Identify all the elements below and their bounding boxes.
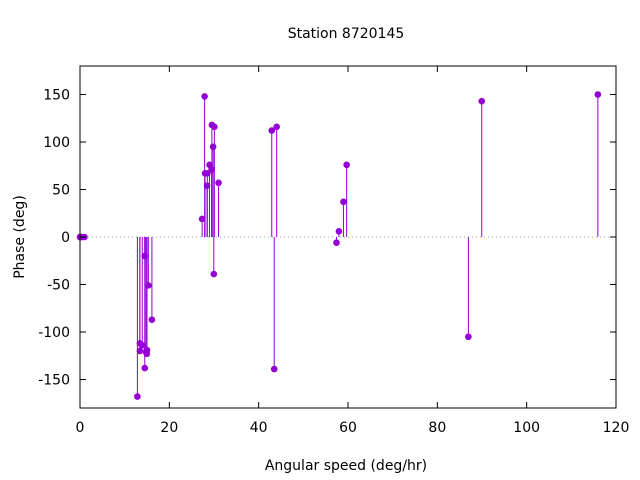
y-tick-label: 150: [43, 88, 70, 104]
x-tick-label: 120: [603, 420, 630, 436]
y-axis-ticks: -150 -100 -50 0 50 100 150: [38, 88, 616, 389]
data-point: [201, 93, 208, 100]
data-point: [209, 143, 217, 151]
data-point: [145, 282, 152, 289]
y-tick-label: -100: [38, 325, 70, 341]
data-point: [211, 123, 218, 131]
y-tick-label: -50: [47, 278, 70, 294]
data-point: [273, 123, 280, 131]
y-axis-label: Phase (deg): [12, 195, 28, 279]
data-point: [333, 239, 340, 246]
data-point: [478, 97, 486, 105]
data-point: [203, 182, 211, 189]
x-tick-label: 40: [250, 420, 268, 436]
y-tick-label: 0: [61, 230, 70, 246]
data-point: [594, 91, 602, 98]
data-point: [270, 365, 278, 373]
data-point: [268, 127, 276, 134]
stems-group: [136, 94, 599, 397]
x-tick-label: 100: [513, 420, 540, 436]
x-tick-label: 0: [76, 420, 85, 436]
x-tick-label: 20: [160, 420, 178, 436]
x-tick-label: 80: [428, 420, 446, 436]
data-point: [143, 346, 151, 354]
data-point: [340, 198, 347, 206]
data-point: [465, 333, 472, 341]
y-tick-label: 100: [43, 135, 70, 151]
data-point: [138, 342, 146, 349]
y-tick-label: -150: [38, 373, 70, 389]
data-point: [134, 393, 141, 400]
x-tick-label: 60: [339, 420, 357, 436]
data-point: [198, 215, 206, 223]
x-axis-label: Angular speed (deg/hr): [265, 458, 427, 474]
data-point: [141, 364, 149, 372]
chart-title: Station 8720145: [288, 26, 405, 42]
x-axis-ticks: 0 20 40 60 80 100 120: [76, 66, 630, 436]
data-point: [141, 252, 149, 260]
data-point: [215, 179, 222, 187]
data-point: [148, 316, 156, 323]
data-point: [208, 166, 215, 173]
data-point: [204, 170, 211, 177]
y-tick-label: 50: [52, 183, 70, 199]
data-point: [210, 270, 218, 278]
data-point: [335, 228, 343, 235]
data-point: [136, 347, 144, 355]
data-point: [343, 161, 350, 169]
points-group: [76, 91, 602, 400]
